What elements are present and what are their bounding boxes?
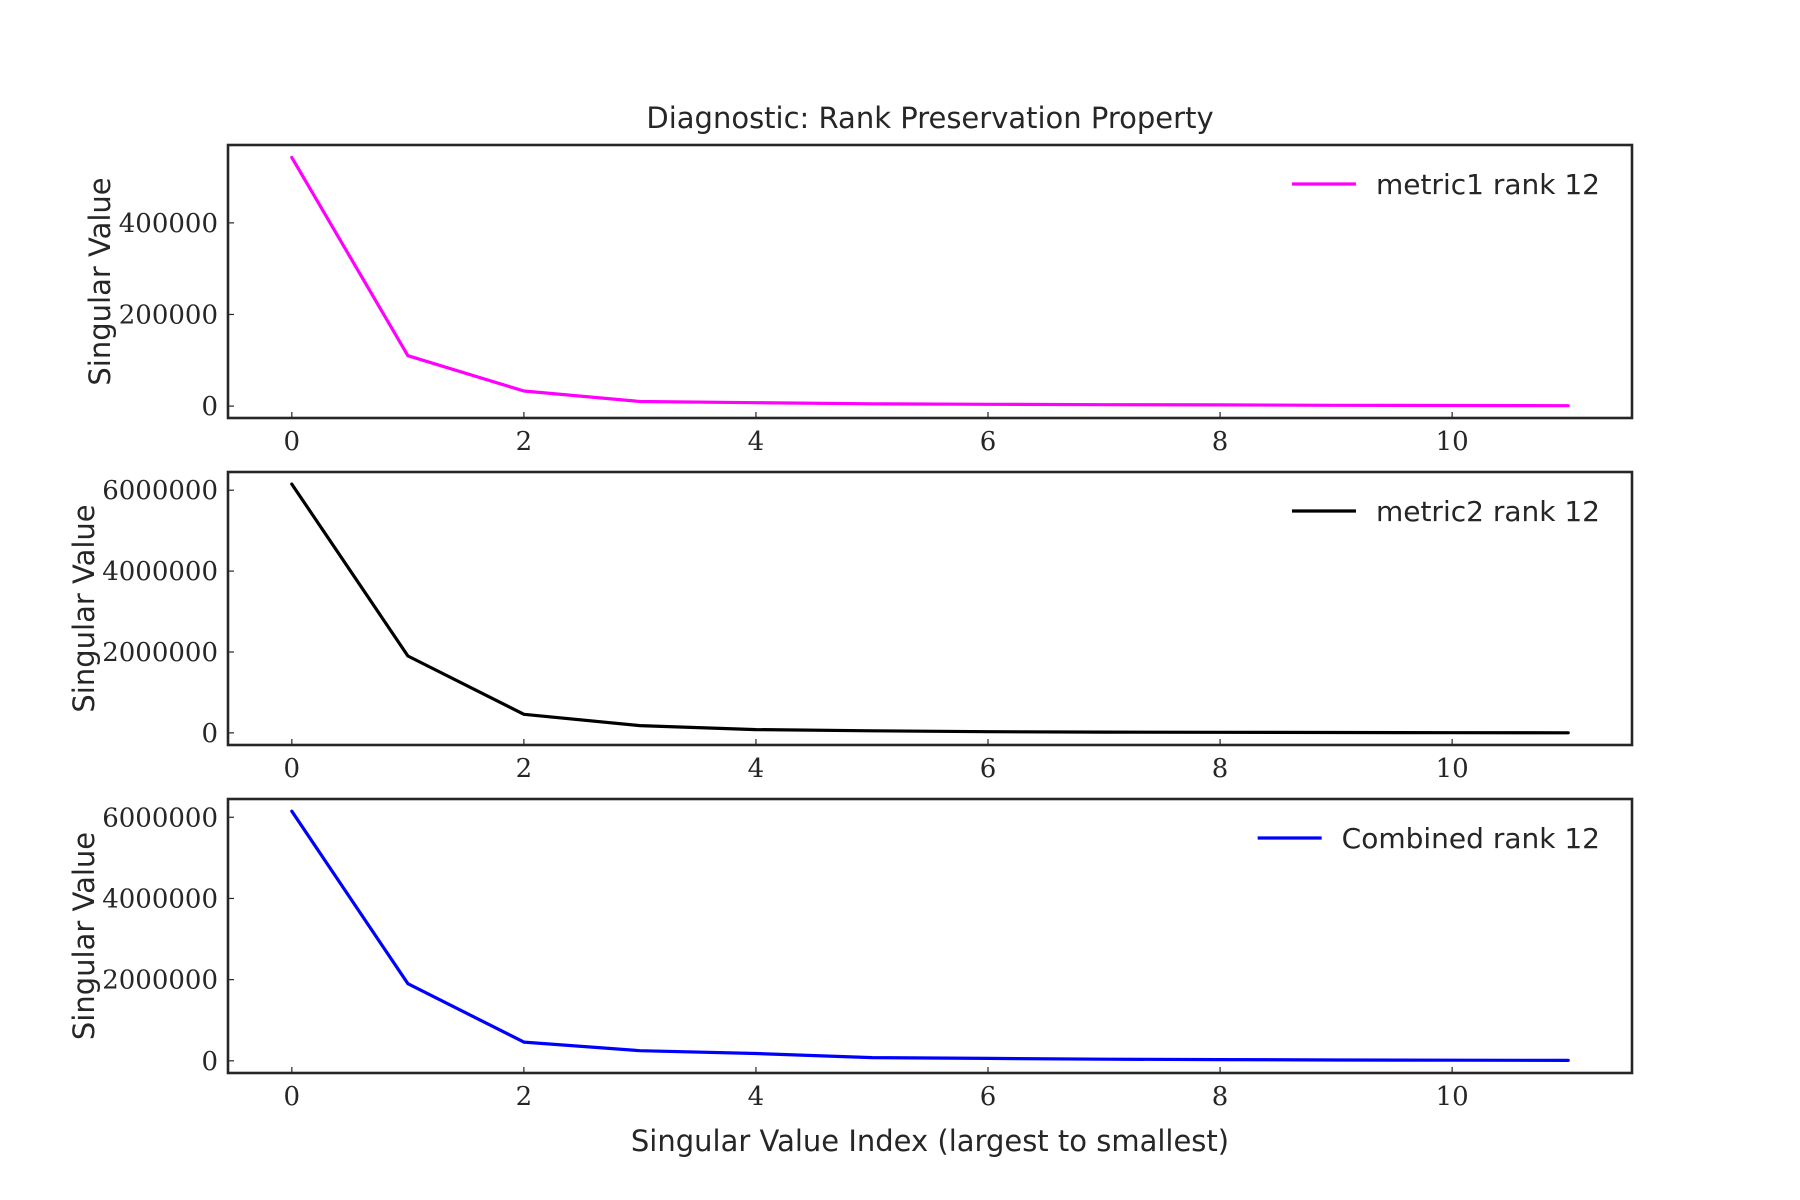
y-tick-label: 4000000	[102, 557, 218, 587]
axes-frame	[226, 797, 1634, 1075]
x-tick-label: 8	[1212, 754, 1229, 784]
x-axis-label: Singular Value Index (largest to smalles…	[631, 1124, 1229, 1158]
x-tick-label: 8	[1212, 1082, 1229, 1112]
y-tick-label: 200000	[119, 300, 218, 330]
x-tick-label: 8	[1212, 427, 1229, 457]
x-tick-label: 2	[516, 754, 533, 784]
x-tick-label: 6	[980, 1082, 997, 1112]
legend-label: metric2 rank 12	[1376, 495, 1600, 528]
x-tick-label: 10	[1436, 427, 1469, 457]
axes-background	[228, 472, 1632, 745]
axes-background	[228, 799, 1632, 1073]
x-tick-label: 4	[748, 1082, 765, 1112]
y-tick-label: 2000000	[102, 966, 218, 996]
y-tick-label: 0	[201, 719, 218, 749]
axes-frame	[226, 470, 1634, 747]
x-tick-label: 4	[748, 427, 765, 457]
y-tick-label: 4000000	[102, 884, 218, 914]
x-tick-label: 2	[516, 1082, 533, 1112]
y-tick-label: 6000000	[102, 476, 218, 506]
y-axis-label: Singular Value	[67, 504, 101, 712]
series-line-metric2-rank-12	[290, 482, 1570, 735]
x-tick-label: 0	[284, 754, 301, 784]
series-line-metric1-rank-12	[290, 155, 1570, 408]
legend-label: metric1 rank 12	[1376, 168, 1600, 201]
x-tick-label: 10	[1436, 754, 1469, 784]
x-tick-label: 4	[748, 754, 765, 784]
chart-title: Diagnostic: Rank Preservation Property	[646, 101, 1213, 135]
y-tick-label: 400000	[119, 209, 218, 239]
y-tick-label: 2000000	[102, 638, 218, 668]
axes-frame	[226, 143, 1634, 420]
x-tick-label: 6	[980, 427, 997, 457]
x-tick-label: 0	[284, 1082, 301, 1112]
x-tick-label: 2	[516, 427, 533, 457]
y-tick-label: 0	[201, 392, 218, 422]
series-line-combined-rank-12	[290, 809, 1570, 1063]
y-axis-label: Singular Value	[67, 832, 101, 1040]
y-axis-label: Singular Value	[83, 177, 117, 385]
x-tick-label: 6	[980, 754, 997, 784]
x-tick-label: 0	[284, 427, 301, 457]
legend-label: Combined rank 12	[1342, 822, 1600, 855]
y-tick-label: 6000000	[102, 803, 218, 833]
x-tick-label: 10	[1436, 1082, 1469, 1112]
y-tick-label: 0	[201, 1047, 218, 1077]
